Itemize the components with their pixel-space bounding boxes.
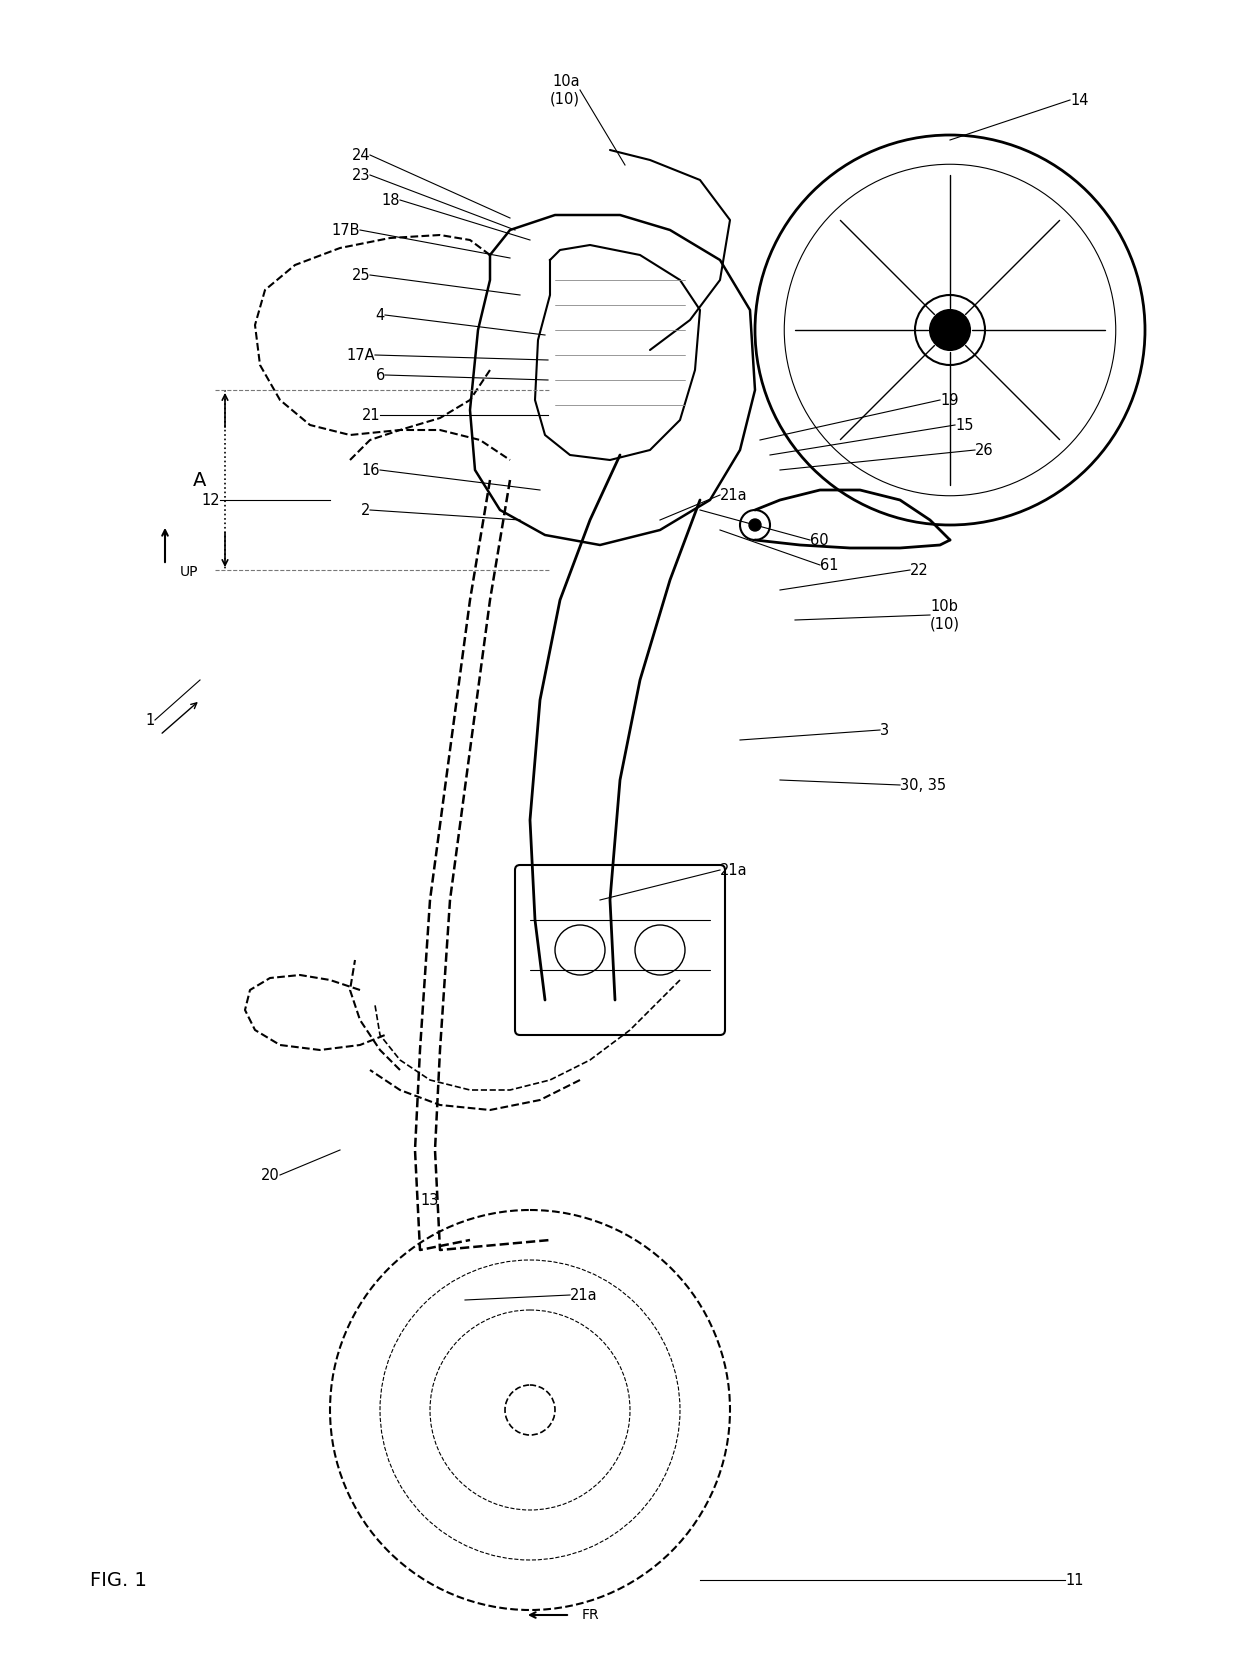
Text: 20: 20 <box>262 1167 280 1182</box>
Text: FR: FR <box>582 1608 600 1622</box>
Text: UP: UP <box>180 566 198 579</box>
Text: 16: 16 <box>362 462 379 477</box>
Text: 21a: 21a <box>720 863 748 878</box>
Text: FIG. 1: FIG. 1 <box>91 1570 146 1590</box>
Text: 4: 4 <box>376 307 384 322</box>
Text: 19: 19 <box>940 393 959 408</box>
Circle shape <box>930 311 970 349</box>
Text: 60: 60 <box>810 532 828 547</box>
Text: 21: 21 <box>361 408 379 423</box>
Text: 25: 25 <box>351 267 370 282</box>
Text: 10b
(10): 10b (10) <box>930 599 960 631</box>
Text: 17A: 17A <box>346 348 374 363</box>
Text: 6: 6 <box>376 368 384 383</box>
Text: 3: 3 <box>880 722 889 737</box>
Text: 2: 2 <box>361 502 370 517</box>
Text: 11: 11 <box>1065 1573 1084 1588</box>
Text: 12: 12 <box>201 492 219 507</box>
Text: 15: 15 <box>955 418 973 433</box>
Text: 21a: 21a <box>570 1288 598 1303</box>
Text: 10a
(10): 10a (10) <box>551 74 580 106</box>
Text: 14: 14 <box>1070 92 1089 107</box>
Text: 26: 26 <box>975 443 993 457</box>
Text: 23: 23 <box>351 168 370 183</box>
Text: 17B: 17B <box>331 223 360 237</box>
Text: 18: 18 <box>382 193 401 208</box>
Circle shape <box>942 322 959 337</box>
Text: 13: 13 <box>420 1192 439 1207</box>
Circle shape <box>749 519 761 531</box>
Text: A: A <box>193 470 207 490</box>
Text: 61: 61 <box>820 557 838 573</box>
Text: 1: 1 <box>146 712 155 727</box>
Text: 30, 35: 30, 35 <box>900 777 946 792</box>
FancyBboxPatch shape <box>515 865 725 1034</box>
Text: 24: 24 <box>351 148 370 163</box>
Text: 22: 22 <box>910 562 929 578</box>
Text: 21a: 21a <box>720 487 748 502</box>
